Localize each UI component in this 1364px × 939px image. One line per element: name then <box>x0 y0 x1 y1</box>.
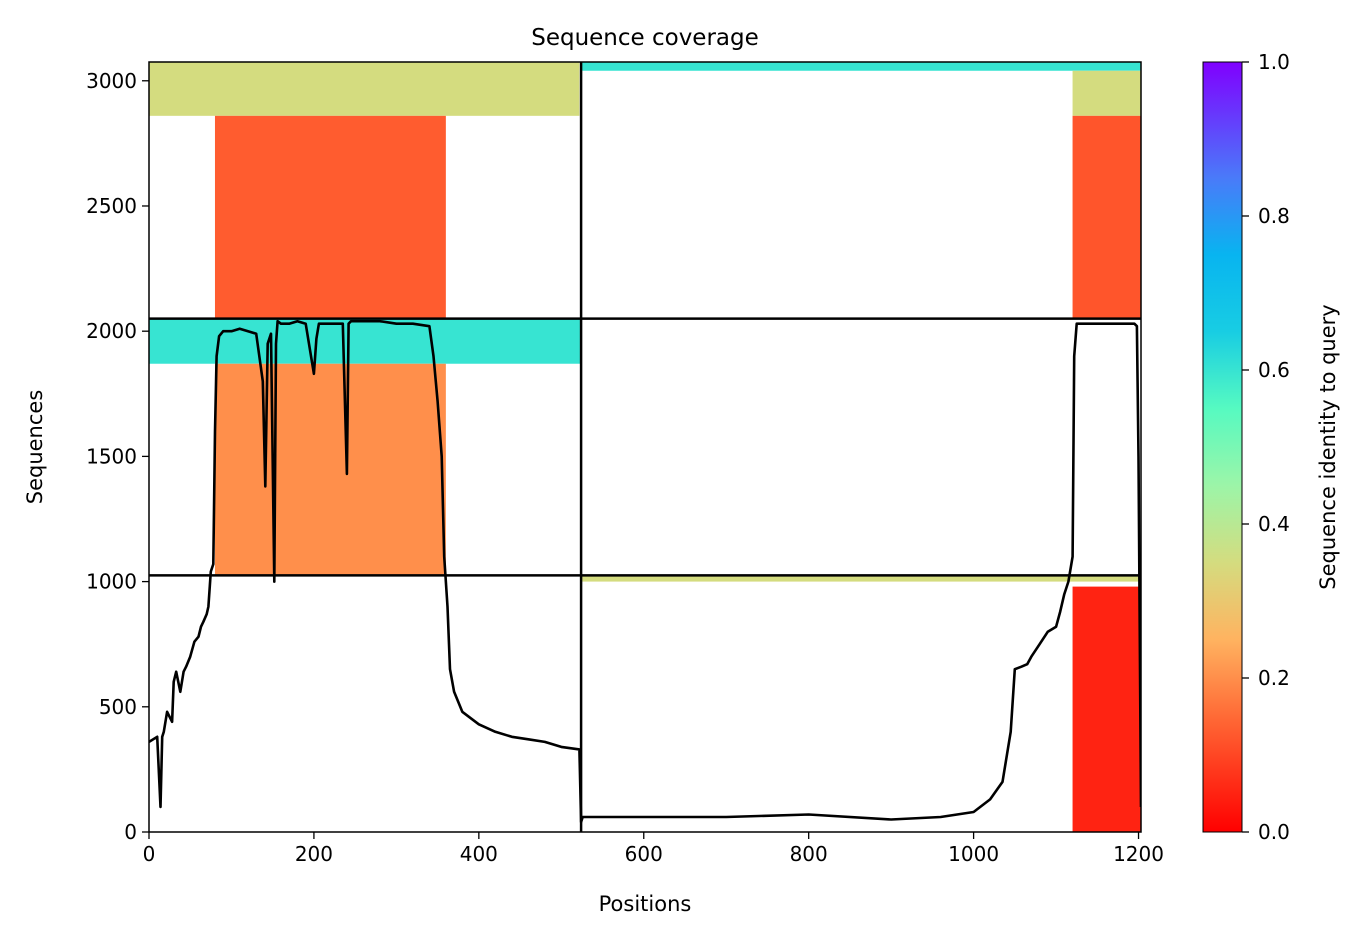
x-tick-label: 800 <box>790 842 828 866</box>
coverage-line <box>149 319 1141 824</box>
coverage-block <box>214 115 446 319</box>
chain-boundaries <box>149 62 1141 832</box>
colorbar <box>1202 61 1243 833</box>
x-tick-label: 600 <box>625 842 663 866</box>
coverage-block <box>149 318 582 364</box>
colorbar-tick-label: 0.8 <box>1258 204 1290 228</box>
plot-frame <box>148 61 1142 833</box>
coverage-blocks <box>149 62 1141 832</box>
y-axis: 0 500 1000 1500 2000 2500 3000 <box>86 69 149 844</box>
colorbar-axis: 0.0 0.2 0.4 0.6 0.8 1.0 <box>1242 50 1290 844</box>
x-tick-label: 1000 <box>948 842 999 866</box>
x-axis-label: Positions <box>599 892 692 916</box>
colorbar-tick-label: 0.6 <box>1258 358 1290 382</box>
coverage-block <box>149 62 580 116</box>
colorbar-label: Sequence identity to query <box>1316 304 1340 589</box>
coverage-block <box>581 575 1141 582</box>
x-tick-label: 400 <box>460 842 498 866</box>
colorbar-tick-label: 1.0 <box>1258 50 1290 74</box>
y-tick-label: 0 <box>124 820 137 844</box>
y-tick-label: 2500 <box>86 194 137 218</box>
chart-title: Sequence coverage <box>531 25 759 51</box>
x-axis: 0 200 400 600 800 1000 1200 <box>143 832 1164 866</box>
x-tick-label: 0 <box>143 842 156 866</box>
y-tick-label: 2000 <box>86 319 137 343</box>
coverage-block <box>214 363 446 576</box>
coverage-block <box>581 62 1141 71</box>
colorbar-tick-label: 0.4 <box>1258 512 1290 536</box>
coverage-block <box>1072 70 1141 116</box>
coverage-line-group <box>149 319 1141 824</box>
x-tick-label: 1200 <box>1113 842 1164 866</box>
y-tick-label: 1500 <box>86 444 137 468</box>
coverage-block <box>1072 586 1141 832</box>
y-tick-label: 500 <box>99 695 137 719</box>
colorbar-tick-label: 0.0 <box>1258 820 1290 844</box>
coverage-block <box>1072 115 1141 319</box>
x-tick-label: 200 <box>295 842 333 866</box>
y-axis-label: Sequences <box>23 390 47 505</box>
y-tick-label: 1000 <box>86 570 137 594</box>
colorbar-tick-label: 0.2 <box>1258 666 1290 690</box>
y-tick-label: 3000 <box>86 69 137 93</box>
